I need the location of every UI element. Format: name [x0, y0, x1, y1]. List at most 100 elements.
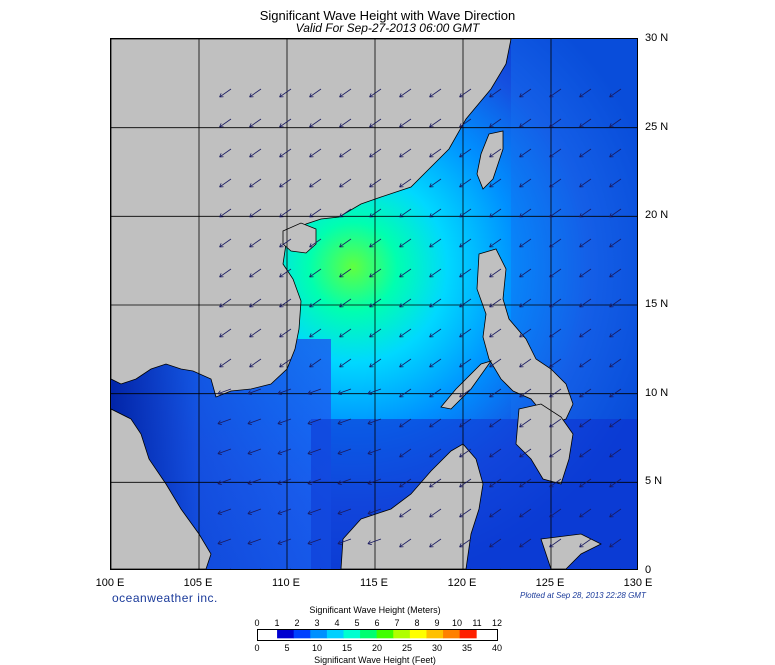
wave-arrow: [369, 208, 382, 218]
colorbar-meters-tick: 10: [451, 618, 462, 628]
wave-arrow: [249, 328, 262, 338]
wave-arrow: [337, 448, 352, 455]
colorbar-feet-tick: 20: [371, 643, 382, 653]
wave-arrow: [247, 418, 262, 425]
land-philippines: [476, 248, 574, 425]
longitude-label: 120 E: [447, 577, 477, 589]
wave-arrow: [429, 418, 442, 428]
wave-arrow: [399, 328, 412, 338]
wave-arrow: [459, 388, 472, 398]
wave-arrow: [549, 538, 562, 548]
wave-arrow: [429, 208, 442, 218]
wave-arrow: [579, 148, 592, 158]
wave-arrow: [249, 238, 262, 248]
wave-arrow: [337, 538, 352, 545]
wave-arrow: [429, 88, 442, 98]
wave-arrow: [579, 388, 592, 398]
land-mainland-asia: [111, 39, 512, 398]
wave-arrow: [307, 448, 322, 455]
wave-arrow: [219, 208, 232, 218]
wave-arrow: [549, 418, 562, 428]
wave-arrow: [279, 328, 292, 338]
wave-arrow: [339, 268, 352, 278]
wave-arrow: [609, 238, 622, 248]
wave-arrow: [609, 208, 622, 218]
wave-arrow: [489, 208, 502, 218]
wave-arrow: [489, 358, 502, 368]
colorbar-title-meters: Significant Wave Height (Meters): [309, 605, 441, 615]
wave-arrow: [219, 328, 232, 338]
wave-arrow: [277, 508, 292, 515]
wave-arrow: [399, 208, 412, 218]
wave-arrow: [519, 358, 532, 368]
wave-arrow: [519, 268, 532, 278]
wave-arrow: [459, 328, 472, 338]
wave-arrow: [277, 418, 292, 425]
colorbar-meters-tick: 2: [294, 618, 300, 628]
colorbar-meters-tick: 1: [274, 618, 280, 628]
wave-arrow: [459, 178, 472, 188]
wave-arrow: [369, 118, 382, 128]
wave-arrow: [309, 298, 322, 308]
wave-arrow: [249, 178, 262, 188]
wave-arrow: [369, 268, 382, 278]
wave-arrow: [519, 478, 532, 488]
wave-arrow: [309, 268, 322, 278]
wave-arrow: [489, 418, 502, 428]
wave-arrow: [307, 418, 322, 425]
wave-arrow: [307, 508, 322, 515]
colorbar-feet-tick: 25: [401, 643, 412, 653]
wave-arrow: [579, 178, 592, 188]
wave-arrow: [549, 268, 562, 278]
wave-arrow: [309, 118, 322, 128]
wave-arrow: [339, 88, 352, 98]
wave-arrow: [219, 358, 232, 368]
wave-arrow: [249, 298, 262, 308]
wave-arrow: [367, 508, 382, 515]
wave-arrow: [339, 178, 352, 188]
wave-arrow: [489, 178, 502, 188]
wave-arrow: [249, 358, 262, 368]
wave-arrow: [369, 298, 382, 308]
wave-arrow: [489, 328, 502, 338]
wave-arrow: [279, 298, 292, 308]
wave-arrow: [549, 208, 562, 218]
wave-arrow: [399, 508, 412, 518]
wave-arrow: [217, 418, 232, 425]
wave-arrow: [519, 88, 532, 98]
wave-arrow: [279, 268, 292, 278]
wave-arrow: [369, 88, 382, 98]
wave-arrow: [217, 448, 232, 455]
wave-arrow: [609, 388, 622, 398]
wave-arrow: [519, 388, 532, 398]
wave-arrow: [459, 118, 472, 128]
wave-arrow: [279, 238, 292, 248]
wave-arrow: [609, 148, 622, 158]
wave-arrow: [279, 358, 292, 368]
wave-arrow: [519, 118, 532, 128]
wave-arrow: [459, 448, 472, 458]
wave-arrow: [429, 148, 442, 158]
colorbar-feet-tick: 0: [254, 643, 260, 653]
wave-arrow: [337, 508, 352, 515]
longitude-label: 125 E: [535, 577, 565, 589]
wave-arrow: [399, 298, 412, 308]
wave-arrow: [519, 178, 532, 188]
wave-arrow: [549, 88, 562, 98]
wave-arrow: [279, 208, 292, 218]
land-taiwan: [476, 130, 504, 190]
wave-arrow: [519, 508, 532, 518]
longitude-label: 105 E: [183, 577, 213, 589]
wave-arrow: [579, 538, 592, 548]
wave-arrow: [429, 448, 442, 458]
colorbar-meters-tick: 11: [472, 618, 482, 628]
map-title: Significant Wave Height with Wave Direct…: [259, 8, 516, 23]
wave-arrow: [609, 298, 622, 308]
wave-arrow: [459, 298, 472, 308]
oceanweather-logo: oceanweather inc.: [112, 591, 218, 605]
colorbar-segment: [293, 630, 311, 639]
wave-arrow: [309, 238, 322, 248]
wave-arrow: [609, 478, 622, 488]
wave-arrow: [519, 148, 532, 158]
wave-arrow: [429, 178, 442, 188]
